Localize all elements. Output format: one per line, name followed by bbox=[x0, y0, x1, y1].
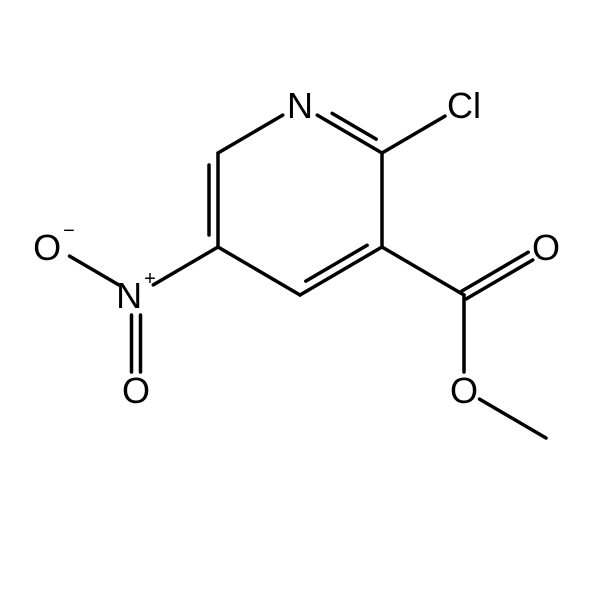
atom-label-O_dbl: O bbox=[532, 227, 560, 268]
atom-label-Cl: Cl bbox=[447, 85, 481, 126]
bond-line bbox=[70, 256, 119, 285]
bond-line bbox=[466, 260, 532, 299]
bond-line bbox=[317, 115, 382, 153]
atom-label-N_nitro: N+ bbox=[116, 268, 156, 316]
bond-line bbox=[462, 252, 528, 291]
bond-line bbox=[218, 115, 283, 153]
bond-line bbox=[218, 247, 300, 295]
molecule-diagram: N Cl O O N+ O− O bbox=[0, 0, 600, 600]
atom-label-O_no_up: O− bbox=[33, 220, 75, 268]
bond-line bbox=[306, 245, 367, 281]
bond-line bbox=[300, 247, 382, 295]
atom-label-O_sng: O bbox=[450, 370, 478, 411]
atom-label-O_no_dn: O bbox=[122, 370, 150, 411]
bond-line bbox=[153, 247, 218, 285]
bond-line bbox=[382, 247, 464, 295]
bond-line bbox=[480, 399, 546, 438]
bond-line bbox=[382, 116, 445, 153]
atom-label-N_ring: N bbox=[287, 85, 313, 126]
